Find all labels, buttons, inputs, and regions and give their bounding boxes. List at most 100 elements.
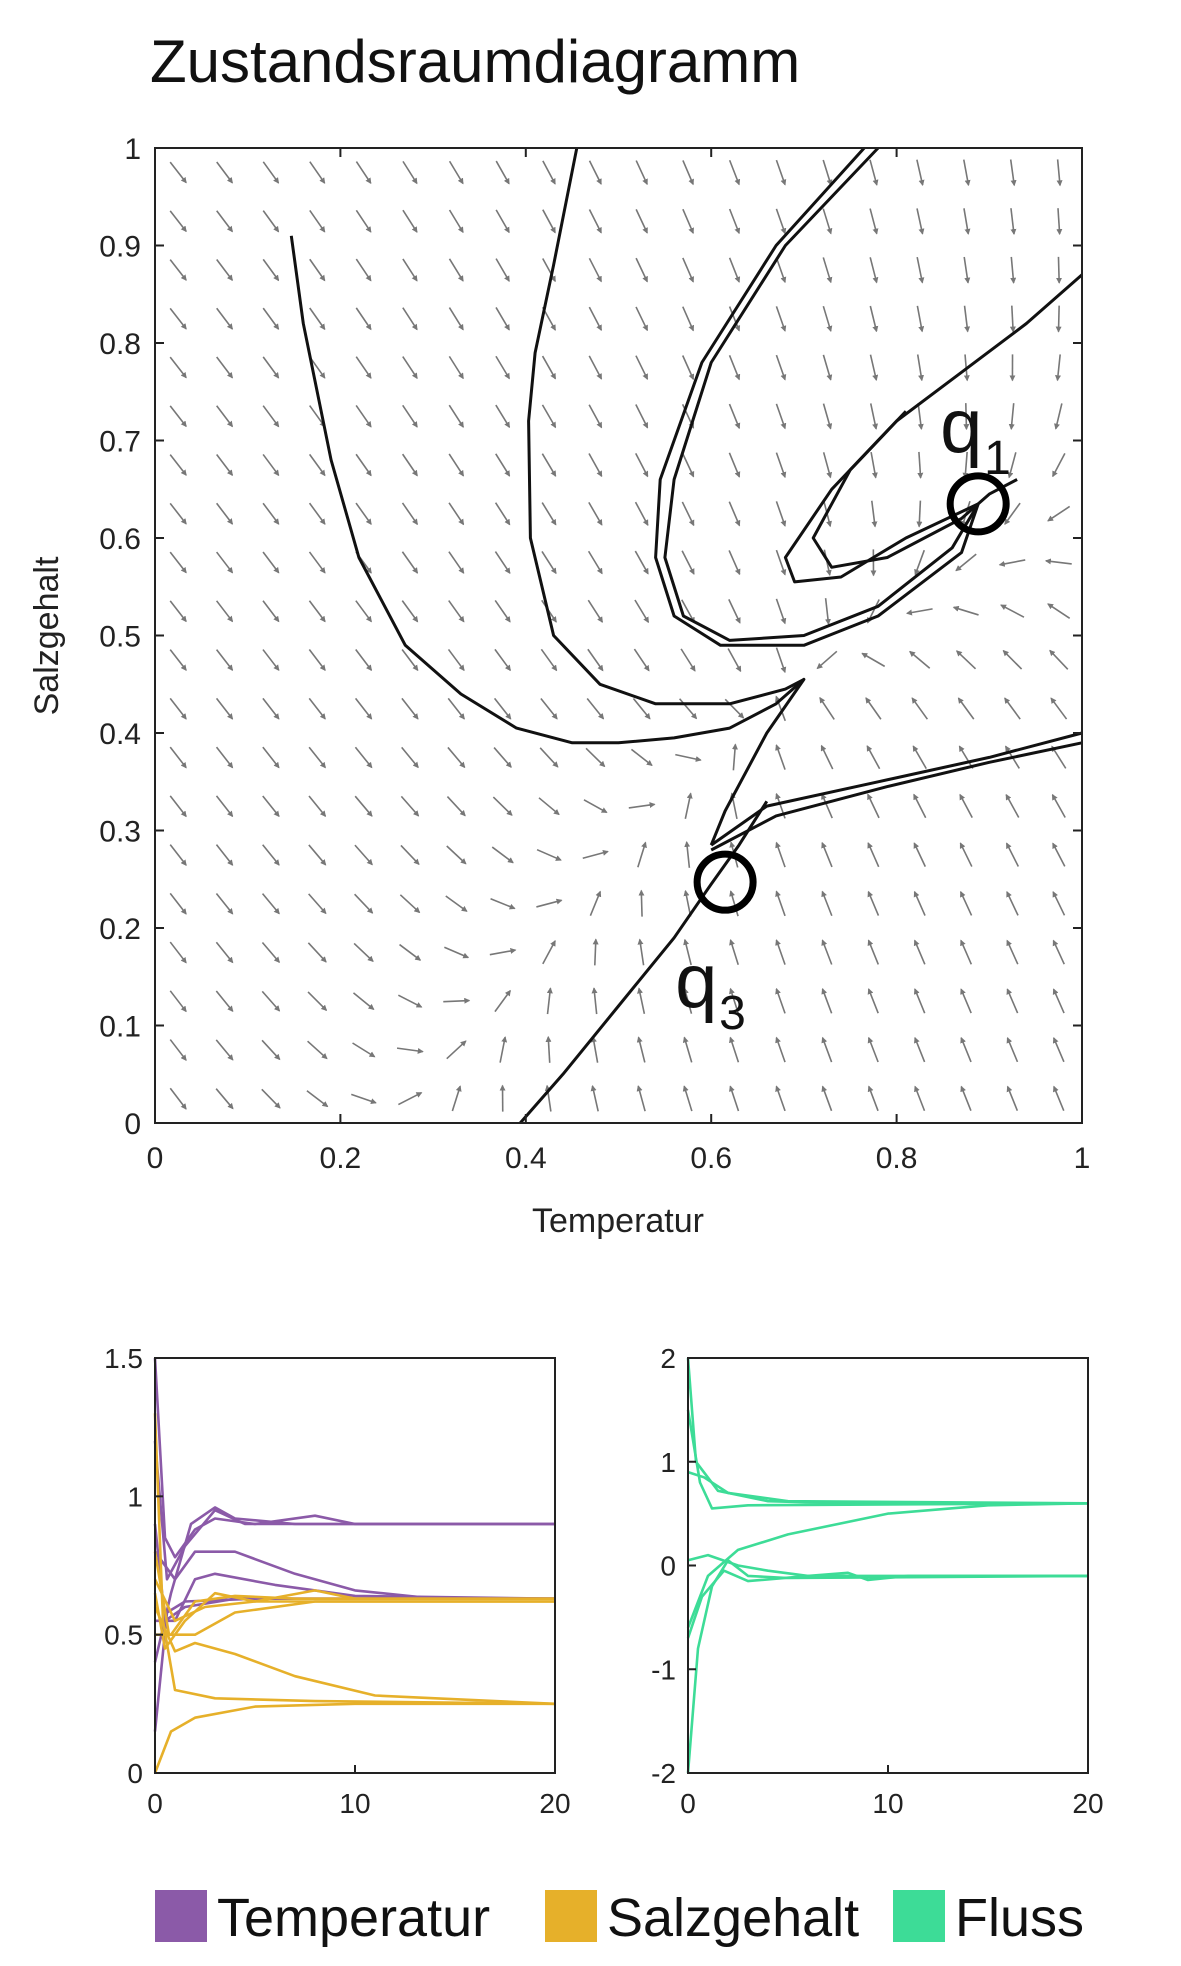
field-arrow — [1004, 502, 1021, 525]
legend-label: Temperatur — [217, 1888, 490, 1948]
field-arrow — [775, 1085, 786, 1112]
field-arrow — [684, 840, 691, 868]
field-arrow — [959, 890, 973, 916]
field-arrow — [261, 1039, 281, 1061]
field-arrow — [308, 893, 327, 915]
field-arrow — [169, 746, 187, 769]
right-series-line — [686, 1357, 1088, 1505]
field-arrow — [821, 793, 833, 819]
field-arrow — [728, 550, 741, 576]
field-arrow — [495, 453, 511, 477]
field-arrow — [729, 939, 739, 966]
field-arrow — [913, 842, 927, 867]
field-arrow — [960, 1085, 972, 1112]
field-arrow — [262, 210, 280, 233]
right-y-tick-label: 1 — [660, 1447, 676, 1478]
field-arrow — [169, 844, 187, 866]
field-arrow — [169, 1039, 187, 1061]
field-arrow — [216, 259, 233, 282]
field-arrow — [1006, 939, 1019, 965]
field-arrow — [775, 647, 787, 674]
field-arrow — [542, 940, 556, 965]
field-arrow — [775, 1036, 786, 1063]
y-tick-label: 0 — [124, 1108, 141, 1141]
field-arrow — [869, 354, 879, 382]
field-arrow — [870, 451, 878, 479]
y-tick-label: 0.8 — [99, 328, 141, 361]
field-arrow — [490, 898, 516, 910]
field-arrow — [683, 889, 692, 917]
field-arrow — [775, 744, 786, 770]
field-arrow — [586, 697, 605, 720]
field-arrow — [308, 600, 326, 623]
field-arrow — [1055, 354, 1061, 382]
field-arrow — [308, 697, 326, 720]
field-arrow — [355, 161, 372, 185]
left-series-line — [153, 1550, 555, 1600]
field-arrow — [728, 403, 741, 430]
field-arrow — [728, 355, 741, 381]
field-arrow — [262, 258, 280, 282]
field-arrow — [542, 209, 556, 234]
field-arrow — [917, 403, 924, 431]
y-tick-label: 0.6 — [99, 523, 141, 556]
field-arrow — [822, 403, 833, 430]
field-arrow — [588, 209, 602, 234]
legend: Temperatur Salzgehalt Fluss — [155, 1888, 1084, 1948]
field-arrow — [215, 795, 234, 818]
field-arrow — [262, 356, 280, 379]
field-arrow — [775, 598, 787, 625]
field-arrow — [400, 844, 420, 865]
field-arrow — [775, 306, 787, 332]
field-arrow — [775, 159, 787, 186]
x-axis-label: Temperatur — [532, 1202, 704, 1240]
legend-swatch — [155, 1890, 207, 1942]
field-arrow — [262, 600, 280, 623]
field-arrow — [592, 938, 599, 966]
field-arrow — [727, 648, 742, 673]
field-arrow — [681, 599, 696, 624]
field-arrow — [355, 307, 372, 331]
field-arrow — [307, 942, 327, 963]
field-arrow — [1049, 649, 1069, 670]
trajectory-line — [527, 147, 805, 706]
field-arrow — [262, 307, 280, 330]
field-arrow — [541, 550, 557, 575]
field-arrow — [169, 795, 187, 818]
field-arrow — [1000, 604, 1025, 618]
field-arrow — [215, 1039, 234, 1061]
field-arrow — [681, 501, 695, 527]
field-arrow — [402, 356, 418, 380]
field-arrow — [448, 209, 464, 234]
field-arrow — [962, 159, 971, 187]
field-arrow — [959, 842, 973, 867]
left-x-tick-label: 0 — [147, 1788, 163, 1819]
left-plot-frame — [154, 1357, 556, 1774]
field-arrow — [169, 649, 187, 671]
field-arrow — [913, 988, 926, 1014]
field-arrow — [495, 404, 511, 429]
field-arrow — [916, 159, 925, 187]
field-arrow — [867, 842, 880, 868]
field-arrow — [354, 697, 373, 720]
field-arrow — [952, 605, 979, 616]
fixed-point-marker — [693, 850, 757, 914]
field-arrow — [960, 1036, 972, 1063]
field-arrow — [354, 795, 373, 817]
field-arrow — [352, 1042, 376, 1058]
trajectory-line — [811, 410, 1018, 569]
field-arrow — [633, 648, 650, 672]
field-arrow — [729, 1085, 740, 1112]
left-y-tick-label: 0.5 — [104, 1620, 143, 1651]
field-arrow — [399, 943, 422, 961]
field-arrow — [448, 160, 464, 185]
field-arrow — [446, 796, 466, 817]
fixed-point-subscript: 1 — [984, 432, 1011, 485]
field-arrow — [355, 209, 372, 233]
field-arrow — [262, 551, 280, 574]
field-arrow — [169, 405, 187, 428]
trajectory-line — [663, 146, 980, 642]
field-arrow — [399, 894, 421, 914]
field-arrow — [491, 846, 514, 864]
